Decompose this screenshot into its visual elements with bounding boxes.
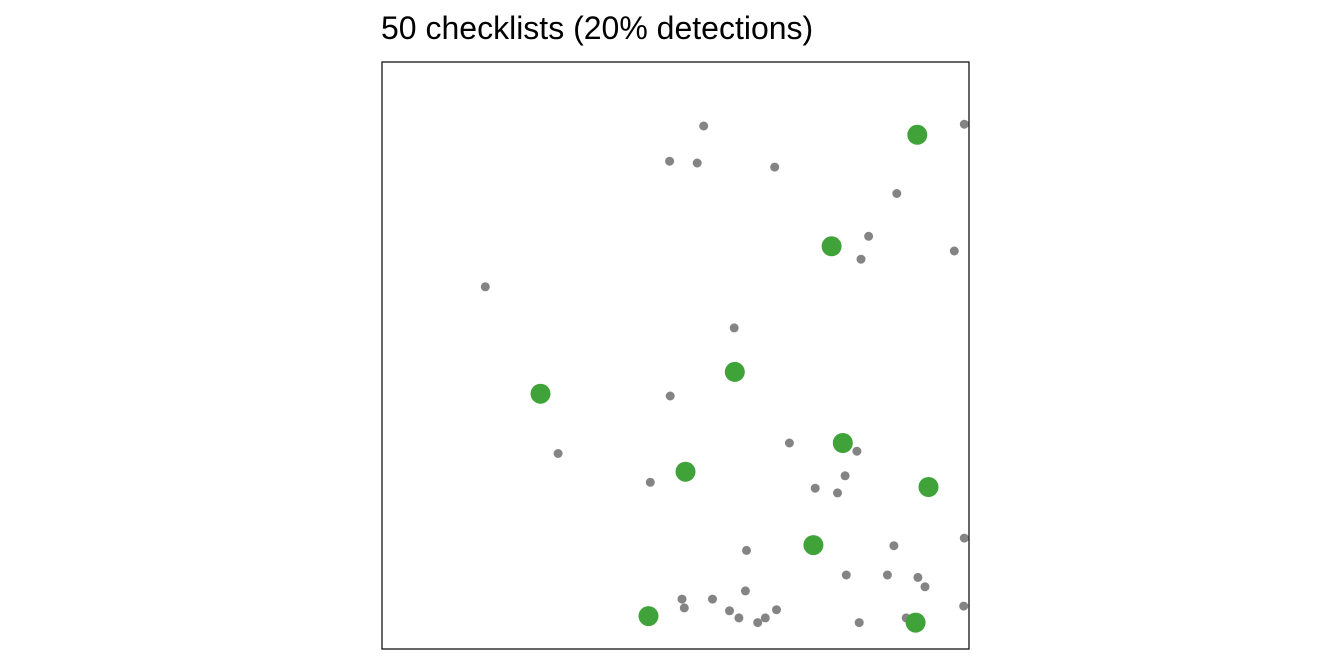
checklist-point — [864, 231, 874, 241]
detection-point — [675, 461, 696, 482]
checklist-point — [708, 594, 717, 604]
detection-point — [907, 124, 928, 145]
checklist-point — [692, 158, 702, 168]
checklist-point — [882, 570, 892, 580]
checklist-point — [740, 586, 750, 596]
checklist-point — [734, 613, 744, 623]
checklist-point — [913, 572, 923, 582]
checklist-point — [770, 162, 780, 172]
checklist-point — [677, 594, 687, 604]
detection-point — [918, 477, 939, 497]
checklist-point — [959, 601, 969, 611]
detection-point — [530, 383, 551, 404]
checklist-point — [852, 446, 862, 456]
checklist-point — [699, 121, 709, 131]
series-detections — [530, 124, 939, 633]
checklist-point — [760, 613, 770, 623]
plot-panel — [381, 61, 970, 650]
checklist-point — [833, 488, 842, 498]
series-non-detections — [480, 119, 969, 628]
checklist-point — [665, 391, 675, 401]
checklist-point — [920, 582, 930, 592]
checklist-point — [854, 618, 864, 628]
detection-point — [821, 236, 842, 257]
chart-title: 50 checklists (20% detections) — [381, 10, 814, 46]
points-layer — [480, 119, 969, 633]
checklist-point — [959, 533, 969, 543]
checklist-point — [841, 570, 851, 580]
checklist-point — [729, 323, 739, 333]
checklist-point — [959, 119, 969, 129]
checklist-point — [679, 603, 689, 613]
checklist-point — [480, 282, 490, 292]
checklist-point — [949, 246, 959, 256]
checklist-point — [753, 618, 763, 628]
checklist-point — [725, 606, 734, 616]
checklist-point — [772, 605, 781, 615]
checklist-point — [810, 483, 820, 493]
checklist-point — [742, 545, 751, 555]
detection-point — [832, 433, 853, 453]
checklist-point — [645, 477, 655, 487]
detection-point — [803, 535, 824, 556]
checklist-point — [840, 471, 850, 481]
checklist-point — [665, 156, 675, 166]
checklist-point — [784, 438, 794, 448]
detection-point — [905, 612, 926, 633]
detection-point — [638, 606, 659, 627]
checklist-point — [892, 189, 902, 198]
detection-point — [724, 361, 745, 382]
checklist-point — [856, 254, 866, 264]
checklist-point — [889, 541, 899, 551]
checklist-point — [553, 449, 563, 458]
